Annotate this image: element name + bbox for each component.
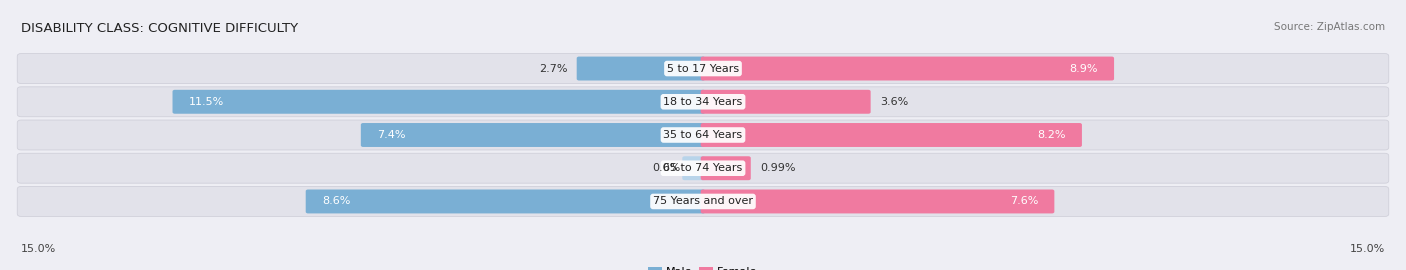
Text: 11.5%: 11.5% bbox=[188, 97, 224, 107]
Text: 15.0%: 15.0% bbox=[21, 244, 56, 254]
FancyBboxPatch shape bbox=[17, 187, 1389, 217]
Text: 0.0%: 0.0% bbox=[652, 163, 681, 173]
Text: DISABILITY CLASS: COGNITIVE DIFFICULTY: DISABILITY CLASS: COGNITIVE DIFFICULTY bbox=[21, 22, 298, 35]
FancyBboxPatch shape bbox=[576, 57, 706, 80]
Text: 18 to 34 Years: 18 to 34 Years bbox=[664, 97, 742, 107]
Text: 8.6%: 8.6% bbox=[322, 197, 350, 207]
FancyBboxPatch shape bbox=[682, 156, 706, 180]
Text: 7.4%: 7.4% bbox=[377, 130, 405, 140]
Text: 15.0%: 15.0% bbox=[1350, 244, 1385, 254]
FancyBboxPatch shape bbox=[17, 87, 1389, 117]
Text: Source: ZipAtlas.com: Source: ZipAtlas.com bbox=[1274, 22, 1385, 32]
FancyBboxPatch shape bbox=[361, 123, 706, 147]
FancyBboxPatch shape bbox=[700, 90, 870, 114]
FancyBboxPatch shape bbox=[700, 156, 751, 180]
Text: 75 Years and over: 75 Years and over bbox=[652, 197, 754, 207]
Text: 2.7%: 2.7% bbox=[538, 63, 568, 73]
Text: 3.6%: 3.6% bbox=[880, 97, 908, 107]
FancyBboxPatch shape bbox=[17, 120, 1389, 150]
FancyBboxPatch shape bbox=[173, 90, 706, 114]
Legend: Male, Female: Male, Female bbox=[644, 262, 762, 270]
FancyBboxPatch shape bbox=[700, 190, 1054, 213]
FancyBboxPatch shape bbox=[17, 53, 1389, 83]
Text: 65 to 74 Years: 65 to 74 Years bbox=[664, 163, 742, 173]
Text: 35 to 64 Years: 35 to 64 Years bbox=[664, 130, 742, 140]
Text: 8.9%: 8.9% bbox=[1070, 63, 1098, 73]
Text: 5 to 17 Years: 5 to 17 Years bbox=[666, 63, 740, 73]
Text: 0.99%: 0.99% bbox=[761, 163, 796, 173]
FancyBboxPatch shape bbox=[305, 190, 706, 213]
Text: 8.2%: 8.2% bbox=[1038, 130, 1066, 140]
Text: 7.6%: 7.6% bbox=[1010, 197, 1038, 207]
FancyBboxPatch shape bbox=[700, 57, 1114, 80]
FancyBboxPatch shape bbox=[700, 123, 1083, 147]
FancyBboxPatch shape bbox=[17, 153, 1389, 183]
